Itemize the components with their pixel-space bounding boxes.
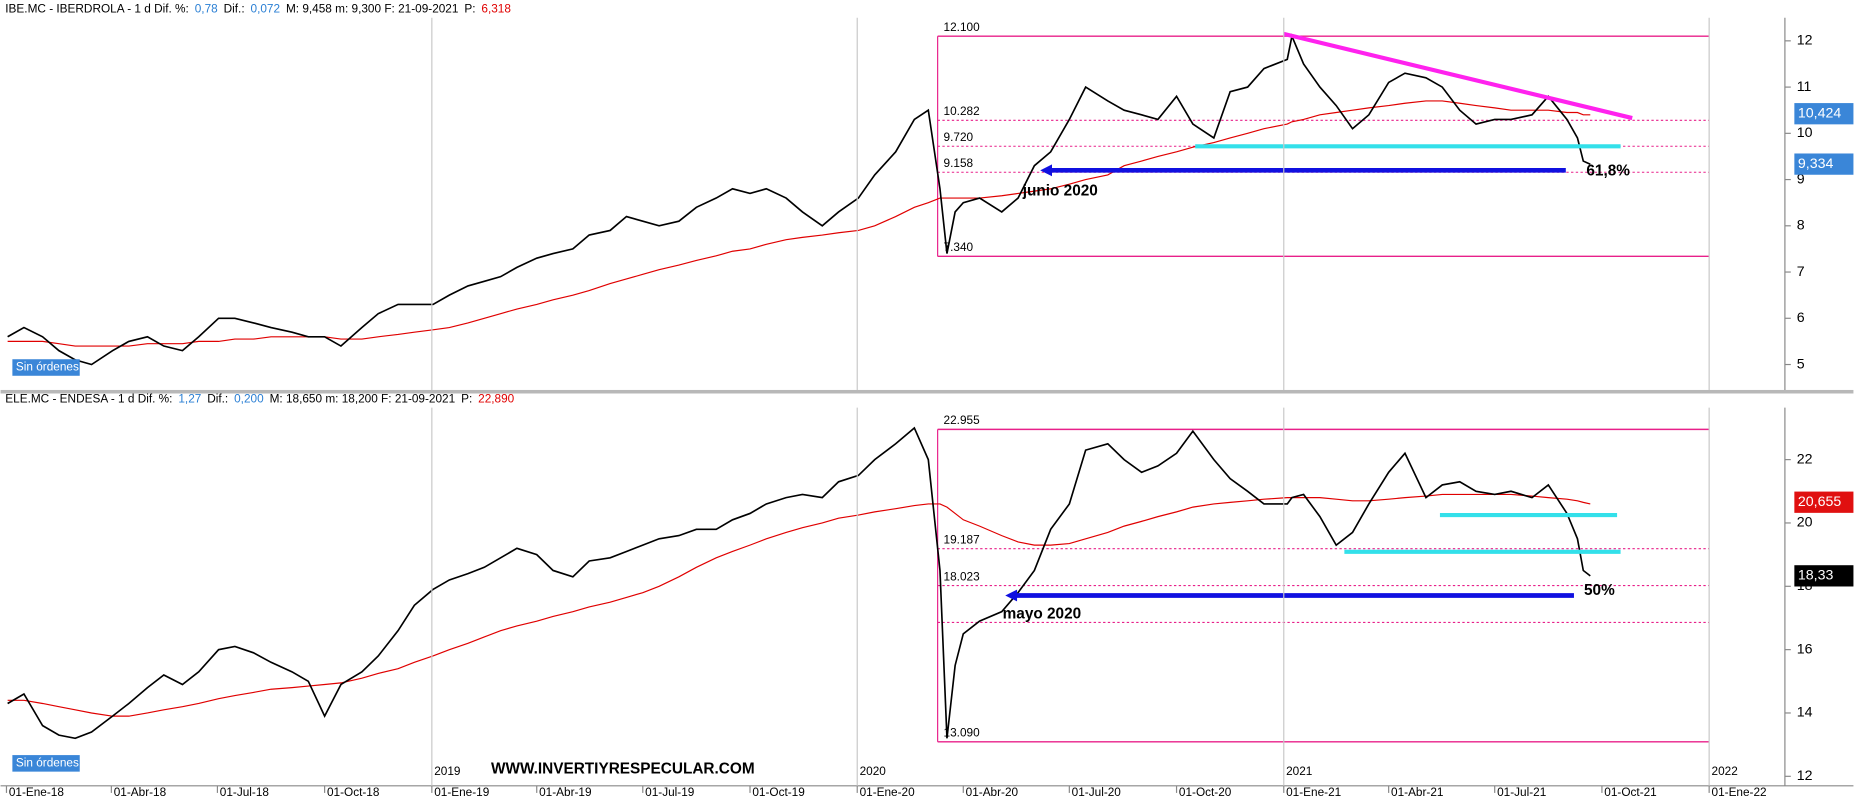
x-tick-label: 01-Jul-21 bbox=[1497, 785, 1546, 799]
level-label: 9.720 bbox=[944, 130, 974, 144]
level-label: 19.187 bbox=[944, 533, 980, 547]
year-label: 2022 bbox=[1712, 764, 1738, 778]
status-badge bbox=[12, 359, 80, 376]
header-item: M: 18,650 m: 18,200 F: 21-09-2021 bbox=[270, 392, 456, 406]
header-item: 6,318 bbox=[481, 2, 511, 16]
year-label: 2021 bbox=[1286, 764, 1312, 778]
y-tick-label: 12 bbox=[1797, 768, 1813, 784]
header-item: 0,78 bbox=[195, 2, 218, 16]
header-item: 0,200 bbox=[234, 392, 264, 406]
year-label: 2019 bbox=[434, 764, 460, 778]
year-label: 2020 bbox=[860, 764, 887, 778]
y-tick-label: 22 bbox=[1797, 451, 1813, 467]
annotation: 50% bbox=[1584, 582, 1615, 599]
x-tick-label: 01-Abr-19 bbox=[539, 785, 591, 799]
x-tick-label: 01-Oct-18 bbox=[327, 785, 380, 799]
level-label: 22.955 bbox=[944, 413, 981, 427]
price-tag bbox=[1794, 565, 1854, 587]
series-line bbox=[7, 33, 1591, 366]
watermark: WWW.INVERTIYRESPECULAR.COM bbox=[491, 760, 755, 777]
y-tick-label: 16 bbox=[1797, 641, 1813, 657]
x-tick-label: 01-Oct-21 bbox=[1604, 785, 1656, 799]
level-label: 7.340 bbox=[944, 240, 974, 254]
header: IBE.MC - IBERDROLA - 1 d Dif. %: 0,78 Dif.… bbox=[5, 2, 511, 16]
arrow-head bbox=[1005, 589, 1018, 602]
x-tick-label: 01-Abr-18 bbox=[114, 785, 167, 799]
x-tick-label: 01-Jul-19 bbox=[645, 785, 694, 799]
x-tick-label: 01-Ene-22 bbox=[1712, 785, 1767, 799]
header-item: P: bbox=[464, 2, 475, 16]
x-tick-label: 01-Oct-19 bbox=[752, 785, 804, 799]
x-tick-label: 01-Jul-20 bbox=[1072, 785, 1122, 799]
y-tick-label: 11 bbox=[1797, 79, 1812, 95]
x-tick-label: 01-Ene-18 bbox=[9, 785, 65, 799]
annotation: mayo 2020 bbox=[1003, 606, 1082, 623]
y-tick-label: 9 bbox=[1797, 171, 1805, 187]
header-item: 0,072 bbox=[251, 2, 281, 16]
x-tick-label: 01-Abr-20 bbox=[966, 785, 1019, 799]
trend-line bbox=[1283, 31, 1633, 121]
y-tick-label: 12 bbox=[1797, 33, 1813, 49]
y-tick-label: 6 bbox=[1797, 310, 1805, 326]
series-line bbox=[7, 493, 1591, 717]
series-line bbox=[7, 100, 1591, 347]
header-item: M: 9,458 m: 9,300 F: 21-09-2021 bbox=[286, 2, 458, 16]
level-label: 18.023 bbox=[944, 569, 981, 583]
header-item: 1,27 bbox=[178, 392, 201, 406]
x-tick-label: 01-Oct-20 bbox=[1179, 785, 1232, 799]
x-tick-label: 01-Abr-21 bbox=[1391, 785, 1443, 799]
header-item: 22,890 bbox=[478, 392, 515, 406]
price-tag bbox=[1794, 153, 1854, 175]
level-label: 10.282 bbox=[944, 104, 980, 118]
status-label: Sin órdenes bbox=[16, 755, 79, 769]
status-badge bbox=[12, 755, 80, 772]
header-item: Dif.: bbox=[207, 392, 228, 406]
plot-area: 12.100 10.282 9.720 9.158 7.340 bbox=[7, 20, 1710, 366]
header: ELE.MC - ENDESA - 1 d Dif. %: 1,27 Dif.: 0,… bbox=[5, 392, 514, 406]
header-item: IBE.MC - IBERDROLA - 1 d Dif. %: bbox=[5, 2, 189, 16]
header-item: ELE.MC - ENDESA - 1 d Dif. %: bbox=[5, 392, 172, 406]
x-tick-label: 01-Ene-19 bbox=[434, 785, 489, 799]
x-tick-label: 01-Ene-20 bbox=[860, 785, 916, 799]
level-label: 9.158 bbox=[944, 156, 974, 170]
annotation: junio 2020 bbox=[1022, 182, 1098, 199]
level-label: 13.090 bbox=[944, 726, 981, 740]
y-tick-label: 14 bbox=[1797, 705, 1813, 721]
x-tick-label: 01-Jul-18 bbox=[220, 785, 270, 799]
plot-area: 22.955 19.187 18.023 13.090 bbox=[7, 413, 1710, 743]
y-tick-label: 20 bbox=[1797, 515, 1813, 531]
price-tag-label: 18,33 bbox=[1798, 568, 1834, 584]
y-tick-label: 7 bbox=[1797, 264, 1805, 280]
price-tag bbox=[1794, 491, 1854, 513]
header-item: Dif.: bbox=[224, 2, 245, 16]
status-label: Sin órdenes bbox=[16, 360, 79, 374]
price-tag bbox=[1794, 103, 1854, 125]
level-label: 12.100 bbox=[944, 20, 981, 34]
y-tick-label: 8 bbox=[1797, 218, 1805, 234]
y-tick-label: 10 bbox=[1797, 125, 1813, 141]
price-tag-label: 9,334 bbox=[1798, 156, 1834, 172]
annotation: 61,8% bbox=[1586, 162, 1630, 179]
arrow-head bbox=[1040, 164, 1053, 177]
y-tick-label: 5 bbox=[1797, 356, 1805, 372]
header-item: P: bbox=[461, 392, 472, 406]
panel-separator bbox=[0, 389, 1854, 394]
series-line bbox=[7, 426, 1591, 740]
price-tag-label: 20,655 bbox=[1798, 494, 1841, 510]
x-tick-label: 01-Ene-21 bbox=[1286, 785, 1341, 799]
price-tag-label: 10,424 bbox=[1798, 105, 1841, 121]
